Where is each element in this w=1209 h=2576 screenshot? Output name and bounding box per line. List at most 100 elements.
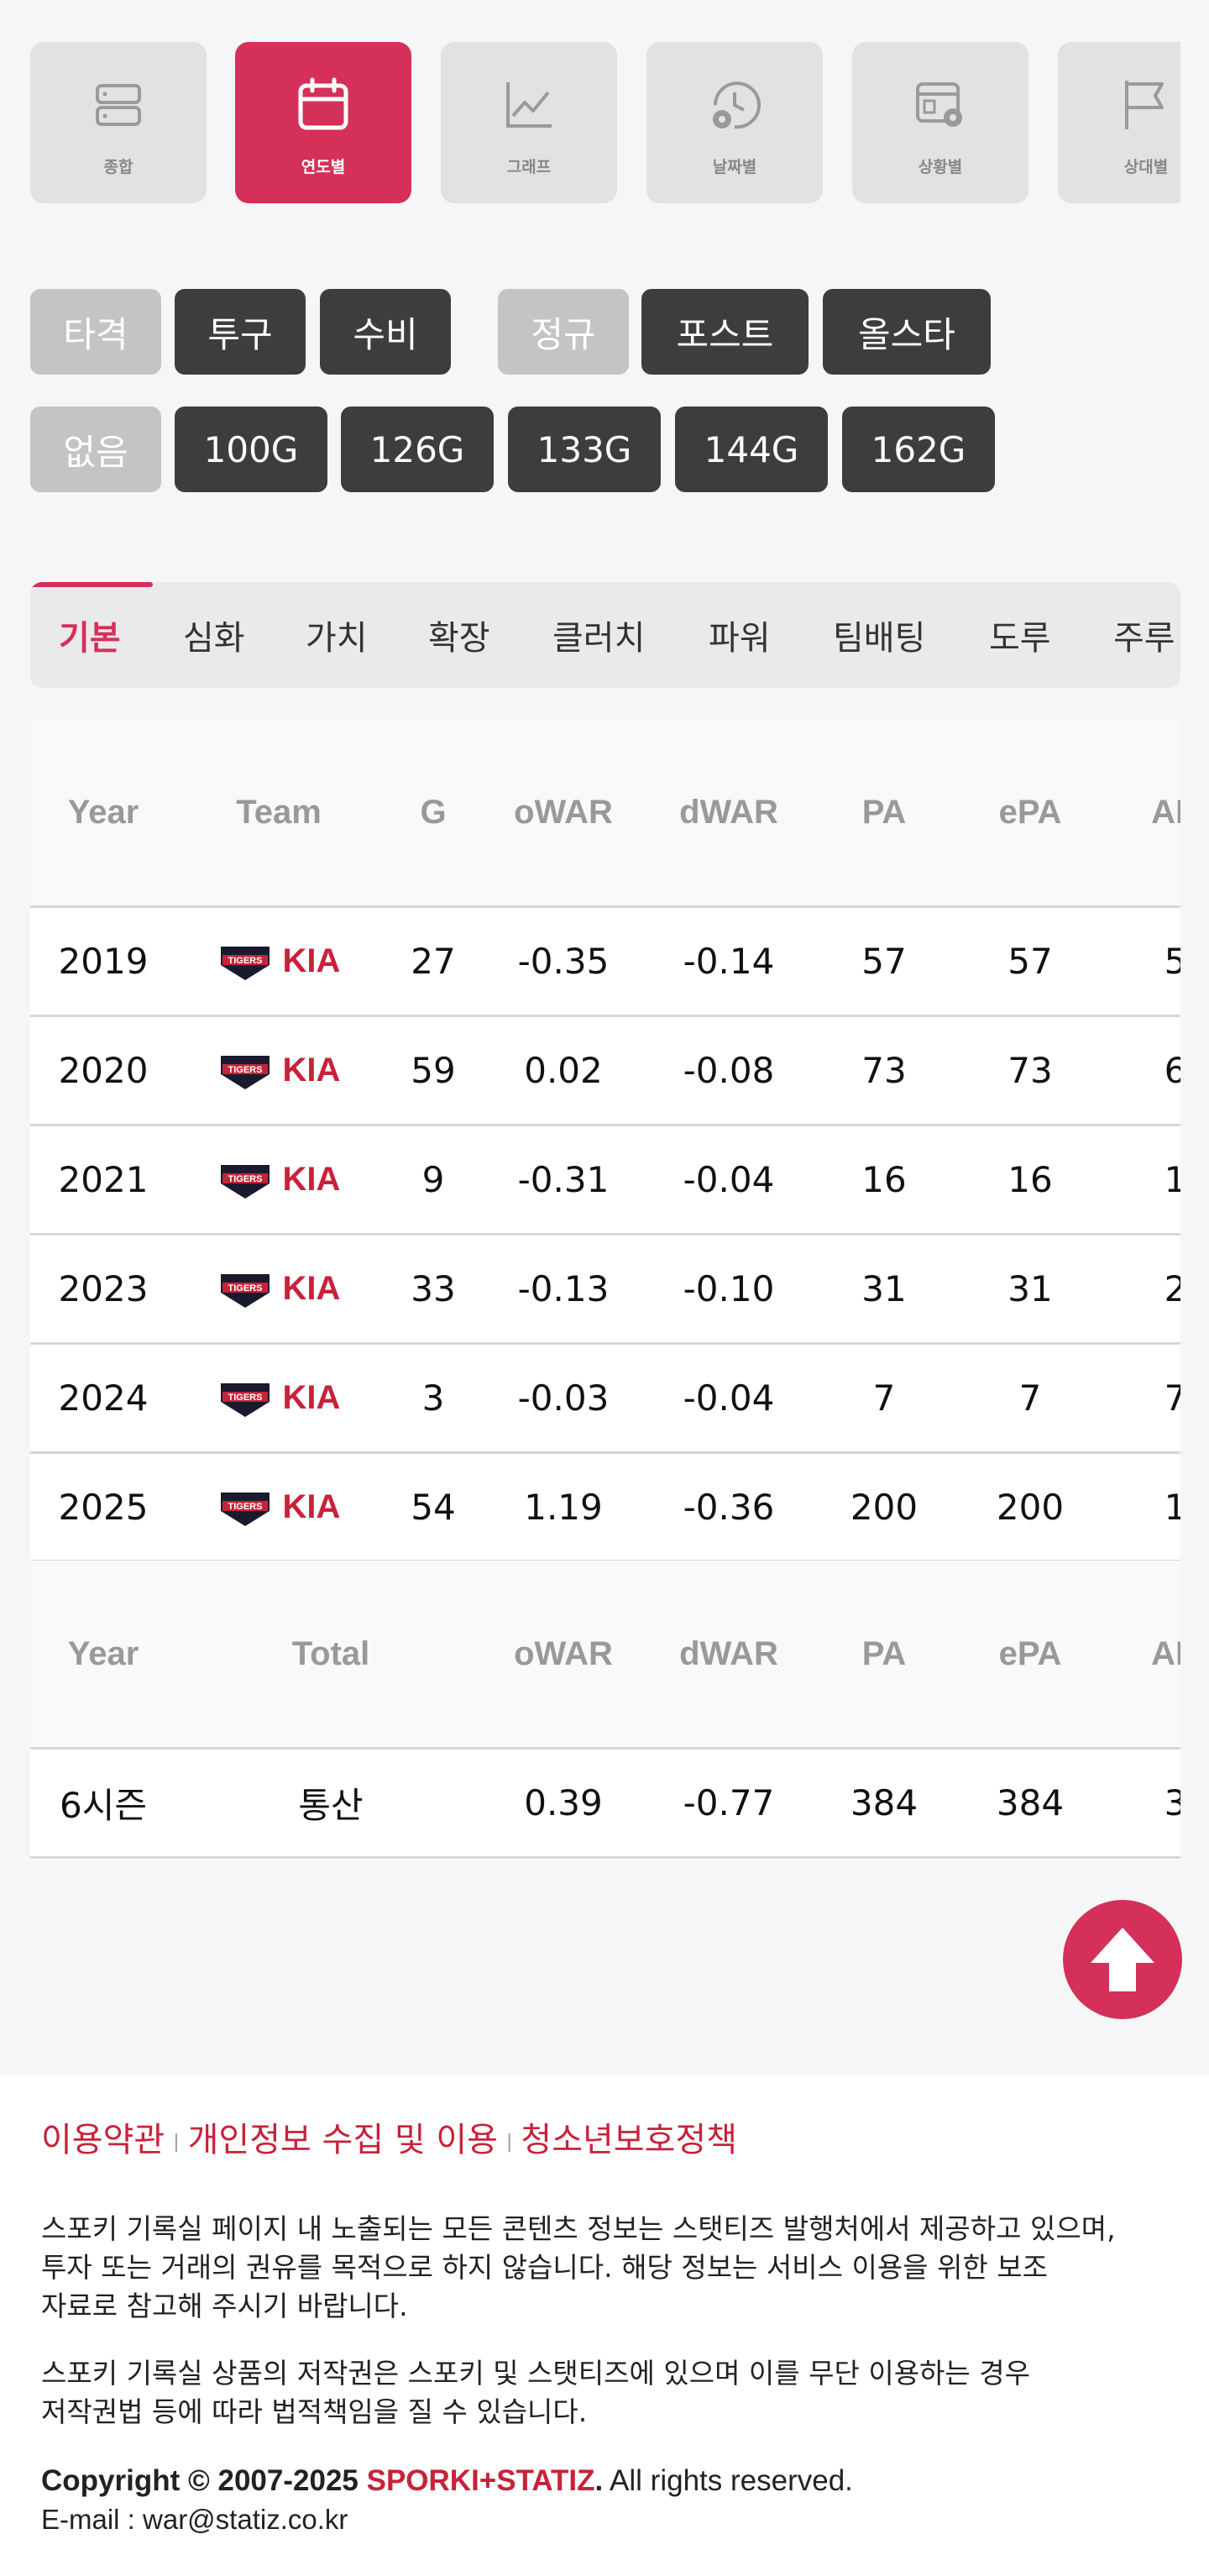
cell-year: 2024 xyxy=(58,1377,149,1419)
tigers-logo-icon: TIGERS xyxy=(220,1382,270,1417)
cell-dwar: -0.77 xyxy=(683,1782,775,1823)
cell-owar: -0.13 xyxy=(517,1268,610,1309)
filter-allstar[interactable]: 올스타 xyxy=(823,289,991,375)
mode-situation[interactable]: 상황별 xyxy=(852,42,1028,203)
tab-value[interactable]: 가치 xyxy=(306,619,368,658)
filter-season-label[interactable]: 정규 xyxy=(498,289,629,375)
filter-games-126[interactable]: 126G xyxy=(341,407,494,492)
cell-pa: 57 xyxy=(861,941,907,982)
col-pa[interactable]: PA xyxy=(861,793,907,831)
cell-owar: -0.35 xyxy=(517,941,610,982)
filter-fielding[interactable]: 수비 xyxy=(320,289,451,375)
cell-g: 27 xyxy=(411,941,456,982)
col-total[interactable]: Total xyxy=(291,1634,370,1672)
svg-text:TIGERS: TIGERS xyxy=(228,1502,262,1512)
tab-basic[interactable]: 기본 xyxy=(59,619,121,658)
cell-team[interactable]: TIGERS KIA xyxy=(176,1345,381,1451)
cell-ab: 1 xyxy=(1164,1159,1180,1200)
cell-pa: 384 xyxy=(850,1782,919,1823)
team-name: KIA xyxy=(282,1379,341,1416)
tab-stolen-base[interactable]: 도루 xyxy=(989,619,1051,658)
footer: 이용약관 | 개인정보 수집 및 이용 | 청소년보호정책 스포키 기록실 페이지 내 … xyxy=(0,2075,1209,2576)
filter-type-label[interactable]: 타격 xyxy=(30,289,161,375)
team-name: KIA xyxy=(282,1052,341,1089)
youth-policy-link[interactable]: 청소년보호정책 xyxy=(521,2121,738,2159)
server-icon xyxy=(87,74,149,136)
mode-label: 연도별 xyxy=(301,158,346,176)
cell-team[interactable]: TIGERS KIA xyxy=(176,1017,381,1124)
cell-team[interactable]: TIGERS KIA xyxy=(176,1236,381,1342)
copyright-suffix: All rights reserved. xyxy=(603,2464,853,2497)
filter-games-label[interactable]: 없음 xyxy=(30,407,161,492)
col-pa[interactable]: PA xyxy=(861,1634,907,1672)
contact-email[interactable]: E-mail : war@statiz.co.kr xyxy=(41,2504,348,2535)
cell-total: 통산 xyxy=(298,1785,364,1826)
cell-team[interactable]: TIGERS KIA xyxy=(176,1454,381,1561)
filter-games-100[interactable]: 100G xyxy=(175,407,327,492)
cell-owar: -0.03 xyxy=(517,1377,610,1419)
filter-pitching[interactable]: 투구 xyxy=(175,289,306,375)
tab-clutch[interactable]: 클러치 xyxy=(552,619,646,658)
svg-text:TIGERS: TIGERS xyxy=(228,1065,262,1075)
cell-owar: 0.39 xyxy=(524,1782,603,1823)
cell-owar: -0.31 xyxy=(517,1159,610,1200)
tigers-logo-icon: TIGERS xyxy=(220,1273,270,1308)
disclaimer-line: 자료로 참고해 주시기 바랍니다. xyxy=(41,2290,408,2322)
copyright-prefix: Copyright © 2007-2025 xyxy=(41,2464,367,2497)
tab-power[interactable]: 파워 xyxy=(709,619,771,658)
cell-dwar: -0.36 xyxy=(683,1487,775,1528)
team-name: KIA xyxy=(282,1488,341,1525)
cell-ab: 7 xyxy=(1164,1377,1180,1419)
col-dwar[interactable]: dWAR xyxy=(679,1634,778,1672)
tab-extended[interactable]: 확장 xyxy=(428,619,490,658)
col-ab[interactable]: AB xyxy=(1151,1634,1180,1672)
footer-copyright-notice: 스포키 기록실 상품의 저작권은 스포키 및 스탯티즈에 있으며 이를 무단 이… xyxy=(41,2354,1191,2432)
tab-team-batting[interactable]: 팀배팅 xyxy=(833,619,926,658)
col-year[interactable]: Year xyxy=(67,1634,139,1672)
mode-graph[interactable]: 그래프 xyxy=(441,42,617,203)
col-owar[interactable]: oWAR xyxy=(514,793,613,831)
col-dwar[interactable]: dWAR xyxy=(679,793,778,831)
cell-ab: 1 xyxy=(1164,1487,1180,1528)
cell-g: 33 xyxy=(411,1268,456,1309)
tab-baserunning[interactable]: 주루 xyxy=(1113,619,1175,658)
team-name: KIA xyxy=(282,942,341,979)
table-header: Year Team G oWAR dWAR PA ePA AB xyxy=(30,719,1180,905)
table-row: 2024 TIGERS KIA 3 -0.03 -0.04 7 7 7 xyxy=(30,1342,1180,1451)
col-team[interactable]: Team xyxy=(236,793,322,831)
privacy-link[interactable]: 개인정보 수집 및 이용 xyxy=(187,2121,498,2159)
mode-daily[interactable]: 날짜별 xyxy=(646,42,823,203)
tab-advanced[interactable]: 심화 xyxy=(183,619,245,658)
mode-yearly[interactable]: 연도별 xyxy=(235,42,411,203)
scroll-top-button[interactable] xyxy=(1063,1900,1182,2019)
col-ab[interactable]: AB xyxy=(1151,793,1180,831)
table-row: 2023 TIGERS KIA 33 -0.13 -0.10 31 31 2 xyxy=(30,1233,1180,1342)
col-owar[interactable]: oWAR xyxy=(514,1634,613,1672)
col-epa[interactable]: ePA xyxy=(998,793,1062,831)
col-year[interactable]: Year xyxy=(67,793,139,831)
window-gear-icon xyxy=(909,74,971,136)
cell-team[interactable]: TIGERS KIA xyxy=(176,908,381,1015)
filter-games-162[interactable]: 162G xyxy=(842,407,995,492)
svg-text:TIGERS: TIGERS xyxy=(228,1393,262,1403)
col-g[interactable]: G xyxy=(420,793,447,831)
cell-year: 2019 xyxy=(58,941,149,982)
team-name: KIA xyxy=(282,1161,341,1198)
tigers-logo-icon: TIGERS xyxy=(220,946,270,980)
cell-g: 59 xyxy=(411,1050,456,1091)
separator: | xyxy=(173,2131,180,2153)
stat-category-tabs: 기본 심화 가치 확장 클러치 파워 팀배팅 도루 주루 xyxy=(30,582,1180,688)
terms-link[interactable]: 이용약관 xyxy=(41,2121,165,2159)
filter-games-144[interactable]: 144G xyxy=(675,407,828,492)
separator: | xyxy=(505,2131,513,2153)
col-epa[interactable]: ePA xyxy=(998,1634,1062,1672)
filter-postseason[interactable]: 포스트 xyxy=(641,289,809,375)
cell-team[interactable]: TIGERS KIA xyxy=(176,1126,381,1233)
view-mode-bar: 종합 연도별 그래프 날짜별 상황별 xyxy=(30,42,1180,203)
mode-overview[interactable]: 종합 xyxy=(30,42,207,203)
cell-year: 2020 xyxy=(58,1050,149,1091)
mode-opponent[interactable]: 상대별 xyxy=(1058,42,1180,203)
chart-line-icon xyxy=(498,74,560,136)
filter-games-133[interactable]: 133G xyxy=(508,407,661,492)
notice-line: 저작권법 등에 따라 법적책임을 질 수 있습니다. xyxy=(41,2395,588,2428)
